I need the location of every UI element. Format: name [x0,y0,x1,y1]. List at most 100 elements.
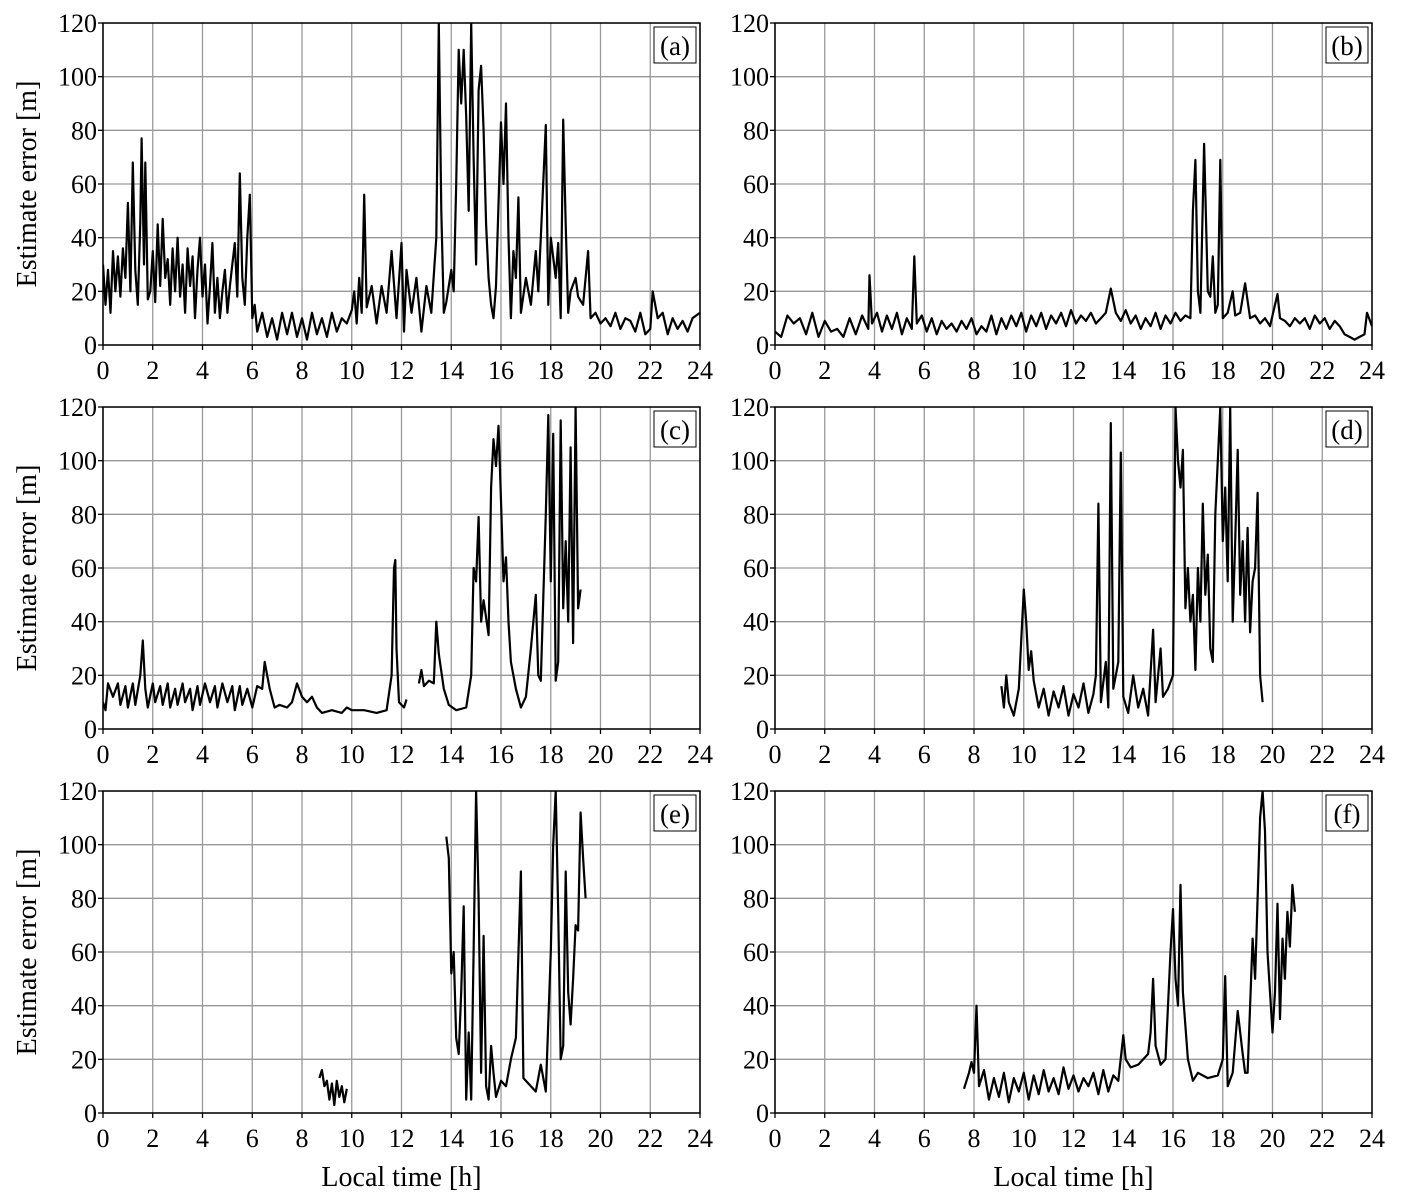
y-axis-label: Estimate error [m] [12,81,43,288]
y-tick-label: 60 [743,938,769,967]
x-axis-label: Local time [h] [321,1162,481,1193]
x-tick-label: 6 [918,740,931,769]
y-tick-label: 120 [58,393,97,422]
panel-label-box [1325,794,1369,832]
y-tick-label: 40 [71,608,97,637]
x-tick-label: 2 [146,356,159,385]
panel-e: 0 2 4 6 8 10 12 14 16 18 20 22 24020406080100120(e)E… [12,777,713,1193]
plot-frame [102,406,701,730]
y-tick-label: 120 [58,777,97,806]
panel-label-box [1325,410,1369,448]
x-tick-label: 20 [1260,1124,1286,1153]
x-tick-label: 16 [488,1124,514,1153]
y-tick-label: 60 [71,554,97,583]
y-tick-label: 0 [84,1099,97,1128]
error-series-line [1000,407,1264,717]
y-tick-label: 100 [730,63,769,92]
x-tick-label: 18 [1210,740,1236,769]
x-tick-label: 22 [1309,356,1335,385]
y-tick-label: 100 [58,447,97,476]
panel-label: (b) [1331,31,1362,61]
panel-c: 0 2 4 6 8 10 12 14 16 18 20 22 24020406080100120(c)E… [12,393,713,769]
y-tick-label: 20 [743,1045,769,1074]
y-tick-label: 60 [71,938,97,967]
panel-label: (f) [1334,799,1361,829]
x-tick-label: 14 [1110,1124,1136,1153]
y-tick-label: 100 [730,831,769,860]
x-tick-label: 12 [1061,1124,1087,1153]
x-tick-label: 0 [769,740,782,769]
y-tick-label: 60 [743,554,769,583]
x-tick-label: 20 [588,740,614,769]
x-tick-label: 24 [1359,1124,1385,1153]
x-tick-label: 12 [389,740,415,769]
x-tick-label: 16 [1160,1124,1186,1153]
panel-a: 0 2 4 6 8 10 12 14 16 18 20 22 24020406080100120(a)E… [12,9,713,385]
y-tick-label: 0 [84,331,97,360]
x-tick-label: 6 [246,1124,259,1153]
x-tick-label: 10 [339,356,365,385]
x-tick-label: 24 [1359,740,1385,769]
y-tick-label: 40 [71,992,97,1021]
y-tick-label: 80 [71,884,97,913]
panel-label-box [653,410,697,448]
error-series-line [962,791,1296,1104]
x-tick-label: 22 [1309,740,1335,769]
x-tick-label: 6 [246,356,259,385]
x-tick-label: 8 [968,356,981,385]
x-tick-label: 24 [1359,356,1385,385]
x-tick-label: 22 [637,356,663,385]
error-series-line [318,1069,348,1107]
y-tick-label: 80 [743,500,769,529]
x-tick-label: 8 [296,356,309,385]
x-tick-label: 22 [637,740,663,769]
x-tick-label: 4 [196,740,209,769]
y-tick-label: 0 [756,715,769,744]
y-tick-label: 120 [730,777,769,806]
y-tick-label: 80 [743,116,769,145]
y-tick-label: 120 [58,9,97,38]
x-tick-label: 18 [1210,1124,1236,1153]
x-tick-label: 2 [146,1124,159,1153]
x-tick-label: 0 [97,740,110,769]
error-series-line [103,558,408,714]
y-tick-label: 60 [743,170,769,199]
panel-label: (e) [660,799,690,829]
x-tick-label: 0 [769,356,782,385]
y-tick-label: 40 [71,224,97,253]
x-tick-label: 18 [538,356,564,385]
panel-f: 0 2 4 6 8 10 12 14 16 18 20 22 24020406080100120(f)L… [730,777,1385,1193]
y-tick-label: 40 [743,992,769,1021]
x-tick-label: 10 [339,740,365,769]
y-tick-label: 40 [743,608,769,637]
panel-label: (a) [660,31,690,61]
x-tick-label: 12 [389,356,415,385]
y-tick-label: 20 [71,661,97,690]
x-tick-label: 6 [918,356,931,385]
x-tick-label: 8 [968,1124,981,1153]
x-tick-label: 22 [637,1124,663,1153]
x-tick-label: 20 [588,1124,614,1153]
error-series-line [445,791,587,1101]
x-tick-label: 2 [818,1124,831,1153]
y-tick-label: 80 [71,500,97,529]
y-tick-label: 80 [743,884,769,913]
x-tick-label: 4 [196,1124,209,1153]
x-tick-label: 0 [769,1124,782,1153]
y-tick-label: 20 [743,661,769,690]
x-tick-label: 2 [146,740,159,769]
x-tick-label: 20 [1260,740,1286,769]
x-tick-label: 2 [818,356,831,385]
x-tick-label: 4 [868,1124,881,1153]
x-tick-label: 14 [1110,740,1136,769]
x-tick-label: 20 [588,356,614,385]
x-tick-label: 14 [1110,356,1136,385]
y-tick-label: 0 [756,1099,769,1128]
x-tick-label: 8 [296,740,309,769]
x-tick-label: 4 [868,356,881,385]
x-tick-label: 6 [246,740,259,769]
error-series-line [103,23,700,341]
plot-frame [102,22,701,346]
